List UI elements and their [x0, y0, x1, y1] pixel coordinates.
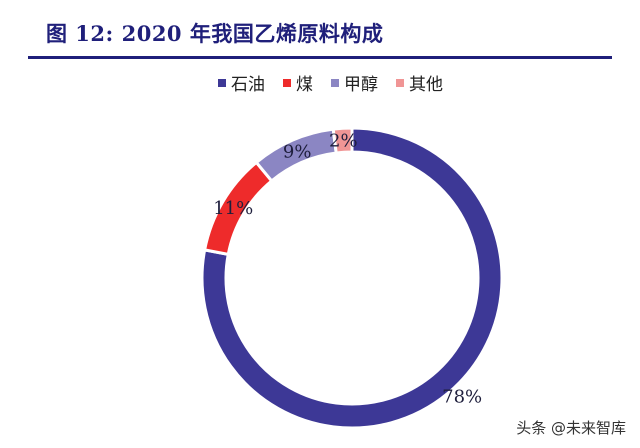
legend-item-oil: 石油	[218, 70, 265, 95]
legend-swatch-methanol	[331, 78, 339, 87]
watermark: 头条 @未来智库	[516, 419, 626, 437]
title-underline	[28, 56, 612, 59]
legend-item-coal: 煤	[283, 70, 313, 95]
data-label-methanol: 9%	[283, 141, 312, 162]
legend-item-other: 其他	[396, 70, 443, 95]
donut-slice-other	[331, 126, 354, 155]
chart-title: 图 12: 2020 年我国乙烯原料构成	[46, 21, 384, 46]
data-label-coal: 11%	[213, 198, 253, 219]
legend-label-coal: 煤	[296, 75, 313, 95]
legend-swatch-other	[396, 78, 404, 87]
legend-label-other: 其他	[409, 75, 443, 95]
legend-label-methanol: 甲醇	[344, 75, 378, 95]
legend: 石油 煤 甲醇 其他	[218, 70, 443, 95]
donut-slice-oil	[200, 126, 504, 430]
legend-label-oil: 石油	[231, 75, 265, 95]
data-label-other: 2%	[329, 130, 358, 151]
legend-item-methanol: 甲醇	[331, 70, 378, 95]
data-label-oil: 78%	[442, 387, 482, 408]
legend-swatch-coal	[283, 78, 291, 87]
legend-swatch-oil	[218, 78, 226, 87]
